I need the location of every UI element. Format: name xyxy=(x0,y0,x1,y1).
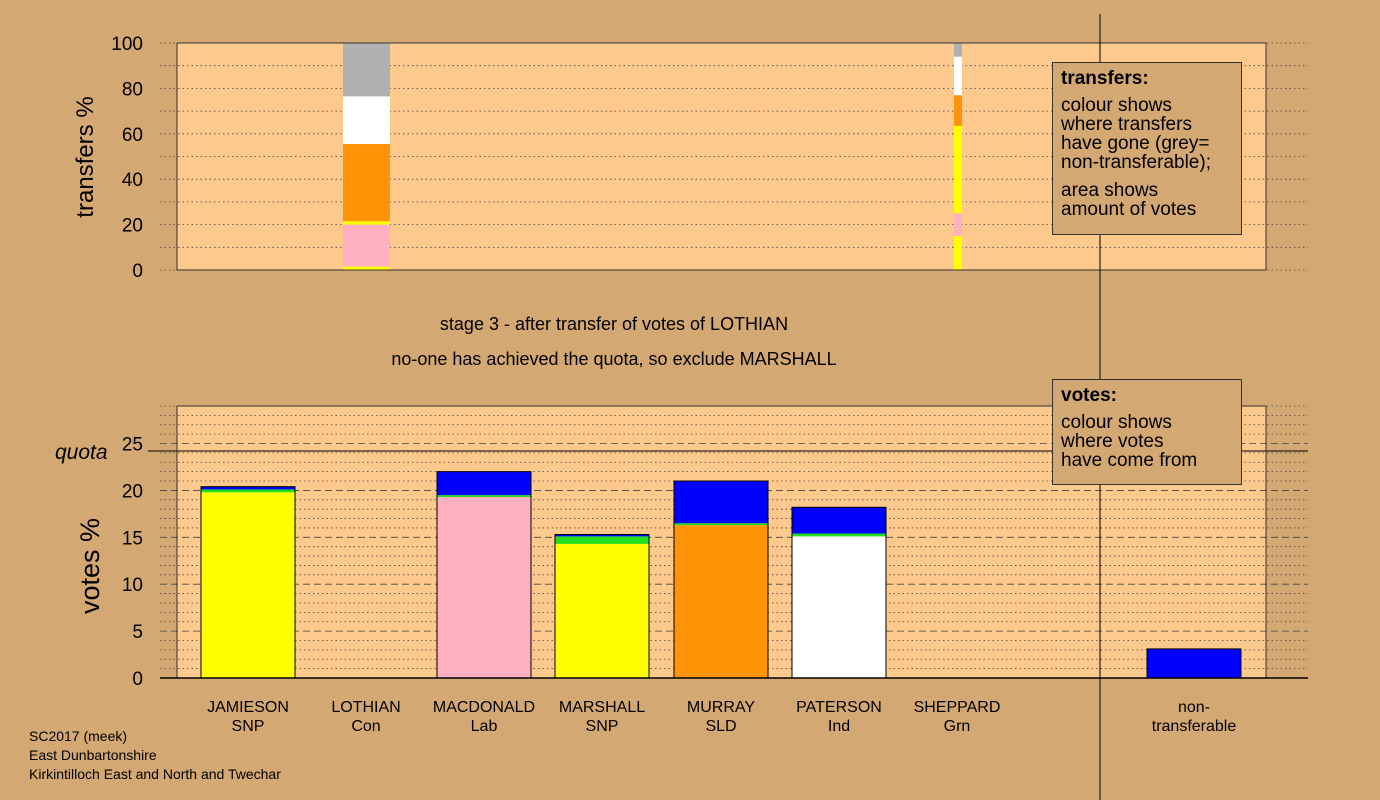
transfer-segment xyxy=(954,235,962,270)
candidate-name-label: MARSHALL xyxy=(559,699,645,716)
transfers-legend-line: colour shows xyxy=(1061,95,1172,116)
footer-line: East Dunbartonshire xyxy=(29,747,157,763)
transfers-legend-title: transfers: xyxy=(1061,68,1149,89)
transfer-segment xyxy=(343,43,390,97)
candidate-party-label: transferable xyxy=(1152,718,1237,735)
transfer-segment xyxy=(954,56,962,96)
votes-legend-title: votes: xyxy=(1061,385,1117,406)
vote-segment xyxy=(1147,648,1241,678)
candidate-party-label: Ind xyxy=(828,718,850,735)
transfer-segment xyxy=(954,43,962,57)
transfer-segment xyxy=(343,221,390,225)
votes-y-tick-label: 5 xyxy=(132,622,143,643)
candidate-name-label: SHEPPARD xyxy=(914,699,1001,716)
transfer-segment xyxy=(343,144,390,222)
votes-legend-line: colour shows xyxy=(1061,412,1172,433)
transfers-legend-line: amount of votes xyxy=(1061,199,1197,220)
candidate-party-label: SNP xyxy=(586,718,619,735)
transfers-y-tick-label: 40 xyxy=(122,170,143,191)
vote-segment xyxy=(555,543,649,678)
vote-segment xyxy=(201,486,295,490)
vote-segment xyxy=(437,471,531,496)
transfers-y-tick-label: 60 xyxy=(122,125,143,146)
candidate-name-label: PATERSON xyxy=(796,699,882,716)
vote-segment xyxy=(792,507,886,534)
votes-y-tick-label: 10 xyxy=(122,575,143,596)
candidate-name-label: MACDONALD xyxy=(433,699,535,716)
votes-y-tick-label: 25 xyxy=(122,435,143,456)
candidate-name-label: JAMIESON xyxy=(207,699,289,716)
votes-legend-line: have come from xyxy=(1061,450,1198,471)
vote-segment xyxy=(437,496,531,678)
vote-segment xyxy=(674,525,768,678)
footer-caption: SC2017 (meek) East Dunbartonshire Kirkin… xyxy=(29,727,281,784)
vote-segment xyxy=(792,536,886,678)
candidate-party-label: Lab xyxy=(471,718,498,735)
transfers-legend-line: have gone (grey= xyxy=(1061,133,1210,154)
vote-segment xyxy=(201,489,295,493)
votes-y-tick-label: 0 xyxy=(132,669,143,690)
candidate-name-label: MURRAY xyxy=(687,699,755,716)
transfer-segment xyxy=(343,224,390,267)
transfers-y-tick-label: 20 xyxy=(122,216,143,237)
candidate-party-label: SNP xyxy=(232,718,265,735)
votes-legend: votes: colour shows where votes have com… xyxy=(1052,379,1242,485)
transfer-segment xyxy=(343,96,390,145)
transfers-y-axis-label: transfers % xyxy=(72,96,99,217)
transfer-segment xyxy=(343,266,390,270)
transfer-segment xyxy=(954,95,962,126)
vote-segment xyxy=(555,536,649,544)
footer-line: SC2017 (meek) xyxy=(29,728,128,744)
candidate-name-label: LOTHIAN xyxy=(331,699,400,716)
transfers-y-tick-label: 0 xyxy=(132,261,143,282)
transfers-legend-line: area shows xyxy=(1061,180,1159,201)
stage-title: stage 3 - after transfer of votes of LOT… xyxy=(440,314,788,334)
vote-segment xyxy=(201,492,295,678)
vote-segment xyxy=(792,533,886,537)
votes-y-tick-label: 20 xyxy=(122,481,143,502)
footer-line: Kirkintilloch East and North and Twechar xyxy=(29,766,281,782)
candidate-party-label: Con xyxy=(351,718,380,735)
transfers-legend: transfers: colour shows where transfers … xyxy=(1052,62,1242,235)
transfers-legend-line: non-transferable); xyxy=(1061,152,1211,173)
transfer-segment xyxy=(954,213,962,236)
transfers-y-tick-label: 100 xyxy=(111,34,143,55)
transfer-segment xyxy=(954,125,962,214)
vote-segment xyxy=(555,534,649,537)
stage-subtitle: no-one has achieved the quota, so exclud… xyxy=(391,349,836,369)
transfers-plot-frame xyxy=(176,42,1267,271)
transfers-y-tick-label: 80 xyxy=(122,79,143,100)
votes-legend-line: where votes xyxy=(1061,431,1164,452)
candidate-name-label: non- xyxy=(1178,699,1210,716)
transfers-legend-line: where transfers xyxy=(1061,114,1192,135)
vote-segment xyxy=(674,523,768,526)
vote-segment xyxy=(437,495,531,497)
candidate-party-label: Grn xyxy=(944,718,971,735)
votes-y-axis-label: votes % xyxy=(75,518,105,614)
vote-segment xyxy=(674,481,768,524)
votes-y-tick-label: 15 xyxy=(122,528,143,549)
quota-label: quota xyxy=(55,441,108,464)
candidate-party-label: SLD xyxy=(705,718,736,735)
